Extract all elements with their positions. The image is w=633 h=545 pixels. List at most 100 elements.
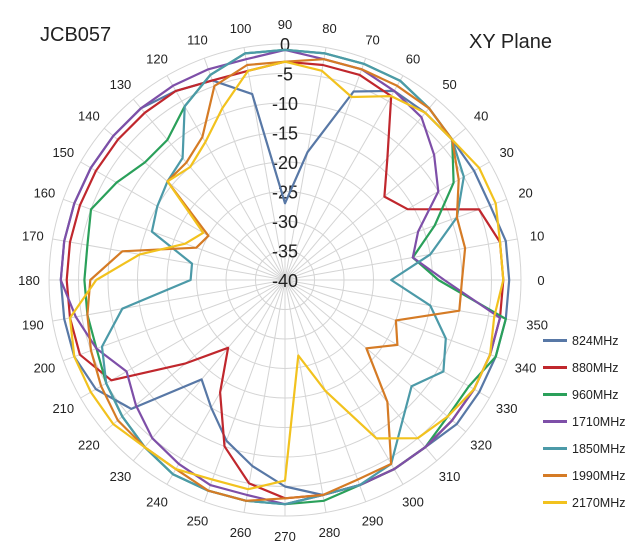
angle-tick-labels: 0 10 20 30 40 50 60 70 80 90 100 110 120 130 140 150 160…	[18, 17, 548, 544]
legend-swatch	[543, 393, 567, 396]
radial-tick-label: -5	[277, 65, 293, 85]
radial-tick-label: -10	[272, 94, 298, 114]
grid-spoke	[63, 198, 286, 281]
legend-label: 2170MHz	[572, 495, 626, 510]
grid-spoke	[52, 279, 286, 322]
radial-tick-label: -30	[272, 212, 298, 232]
angle-tick-label: 270	[274, 529, 296, 544]
grid-spoke	[132, 279, 286, 462]
series-lines	[59, 48, 511, 506]
legend-label: 1990MHz	[572, 468, 626, 483]
angle-tick-label: 60	[406, 51, 420, 66]
angle-tick-label: 30	[499, 145, 513, 160]
angle-tick-label: 130	[110, 77, 132, 92]
angle-tick-label: 100	[230, 21, 252, 36]
angle-tick-label: 70	[365, 32, 379, 47]
grid-spoke	[284, 127, 467, 281]
grid-spoke	[166, 279, 286, 485]
legend-item: 960MHz	[543, 381, 626, 408]
angle-tick-label: 230	[110, 469, 132, 484]
angle-tick-label: 80	[322, 21, 336, 36]
angle-tick-label: 160	[34, 185, 56, 200]
legend-item: 1990MHz	[543, 462, 626, 489]
grid-spoke	[284, 279, 327, 513]
legend: 824MHz 880MHz 960MHz 1710MHz 1850MHz 1990MHz 2…	[543, 327, 626, 516]
grid-spoke	[243, 47, 286, 281]
legend-swatch	[543, 447, 567, 450]
grid-spoke	[284, 47, 327, 281]
grid-spoke	[203, 58, 286, 281]
legend-label: 960MHz	[572, 387, 619, 402]
grid-spoke	[284, 279, 518, 322]
grid-spoke	[284, 279, 438, 462]
angle-tick-label: 280	[319, 525, 341, 540]
angle-tick-label: 210	[52, 401, 74, 416]
grid-spoke	[284, 198, 507, 281]
chart-title-left: JCB057	[40, 24, 112, 46]
legend-label: 824MHz	[572, 333, 619, 348]
grid-spoke	[284, 75, 404, 281]
grid-spoke	[284, 279, 490, 399]
grid-spoke	[103, 279, 286, 433]
grid-spoke	[203, 279, 286, 502]
grid-spoke	[80, 161, 286, 281]
angle-tick-label: 260	[230, 525, 252, 540]
grid-spoke	[284, 58, 367, 281]
angle-tick-label: 150	[52, 145, 74, 160]
legend-swatch	[543, 501, 567, 504]
angle-tick-label: 340	[515, 361, 537, 376]
grid-spoke	[52, 238, 286, 281]
angle-tick-label: 330	[496, 401, 518, 416]
angle-tick-label: 120	[146, 51, 168, 66]
legend-swatch	[543, 420, 567, 423]
polar-grid	[48, 43, 522, 517]
legend-label: 1710MHz	[572, 414, 626, 429]
angle-tick-label: 240	[146, 495, 168, 510]
legend-item: 2170MHz	[543, 489, 626, 516]
angle-tick-label: 350	[526, 317, 548, 332]
grid-spoke	[284, 161, 490, 281]
angle-tick-label: 0	[537, 273, 544, 288]
angle-tick-label: 320	[470, 438, 492, 453]
series-line-1990MHz	[86, 58, 467, 502]
grid-spoke	[80, 279, 286, 399]
angle-tick-label: 250	[187, 514, 209, 529]
angle-tick-label: 290	[362, 514, 384, 529]
chart-title-right: XY Plane	[469, 31, 553, 53]
angle-tick-label: 20	[518, 185, 532, 200]
angle-tick-label: 110	[187, 32, 208, 47]
grid-spoke	[284, 279, 404, 485]
series-line-2170MHz	[68, 60, 505, 491]
legend-swatch	[543, 474, 567, 477]
legend-item: 1850MHz	[543, 435, 626, 462]
grid-spoke	[284, 279, 467, 433]
angle-tick-label: 200	[34, 361, 56, 376]
radial-tick-labels: 0-5-10-15-20-25-30-35-40	[272, 35, 298, 291]
legend-label: 1850MHz	[572, 441, 626, 456]
angle-tick-label: 10	[530, 229, 544, 244]
radial-tick-label: -35	[272, 242, 298, 262]
angle-tick-label: 90	[278, 17, 292, 32]
angle-tick-label: 40	[474, 108, 488, 123]
radial-tick-label: 0	[280, 35, 290, 55]
legend-item: 824MHz	[543, 327, 626, 354]
radial-tick-label: -15	[272, 124, 298, 144]
radial-tick-label: -40	[272, 271, 298, 291]
radial-tick-label: -20	[272, 153, 298, 173]
angle-tick-label: 220	[78, 438, 100, 453]
grid-spoke	[166, 75, 286, 281]
grid-spoke	[103, 127, 286, 281]
grid-spoke	[63, 279, 286, 362]
legend-swatch	[543, 366, 567, 369]
angle-tick-label: 190	[22, 317, 44, 332]
legend-item: 1710MHz	[543, 408, 626, 435]
grid-spoke	[132, 98, 286, 281]
angle-tick-label: 180	[18, 273, 40, 288]
legend-swatch	[543, 339, 567, 342]
angle-tick-label: 170	[22, 229, 44, 244]
legend-label: 880MHz	[572, 360, 619, 375]
angle-tick-label: 300	[402, 495, 424, 510]
grid-spoke	[284, 238, 518, 281]
series-line-1710MHz	[59, 48, 502, 506]
